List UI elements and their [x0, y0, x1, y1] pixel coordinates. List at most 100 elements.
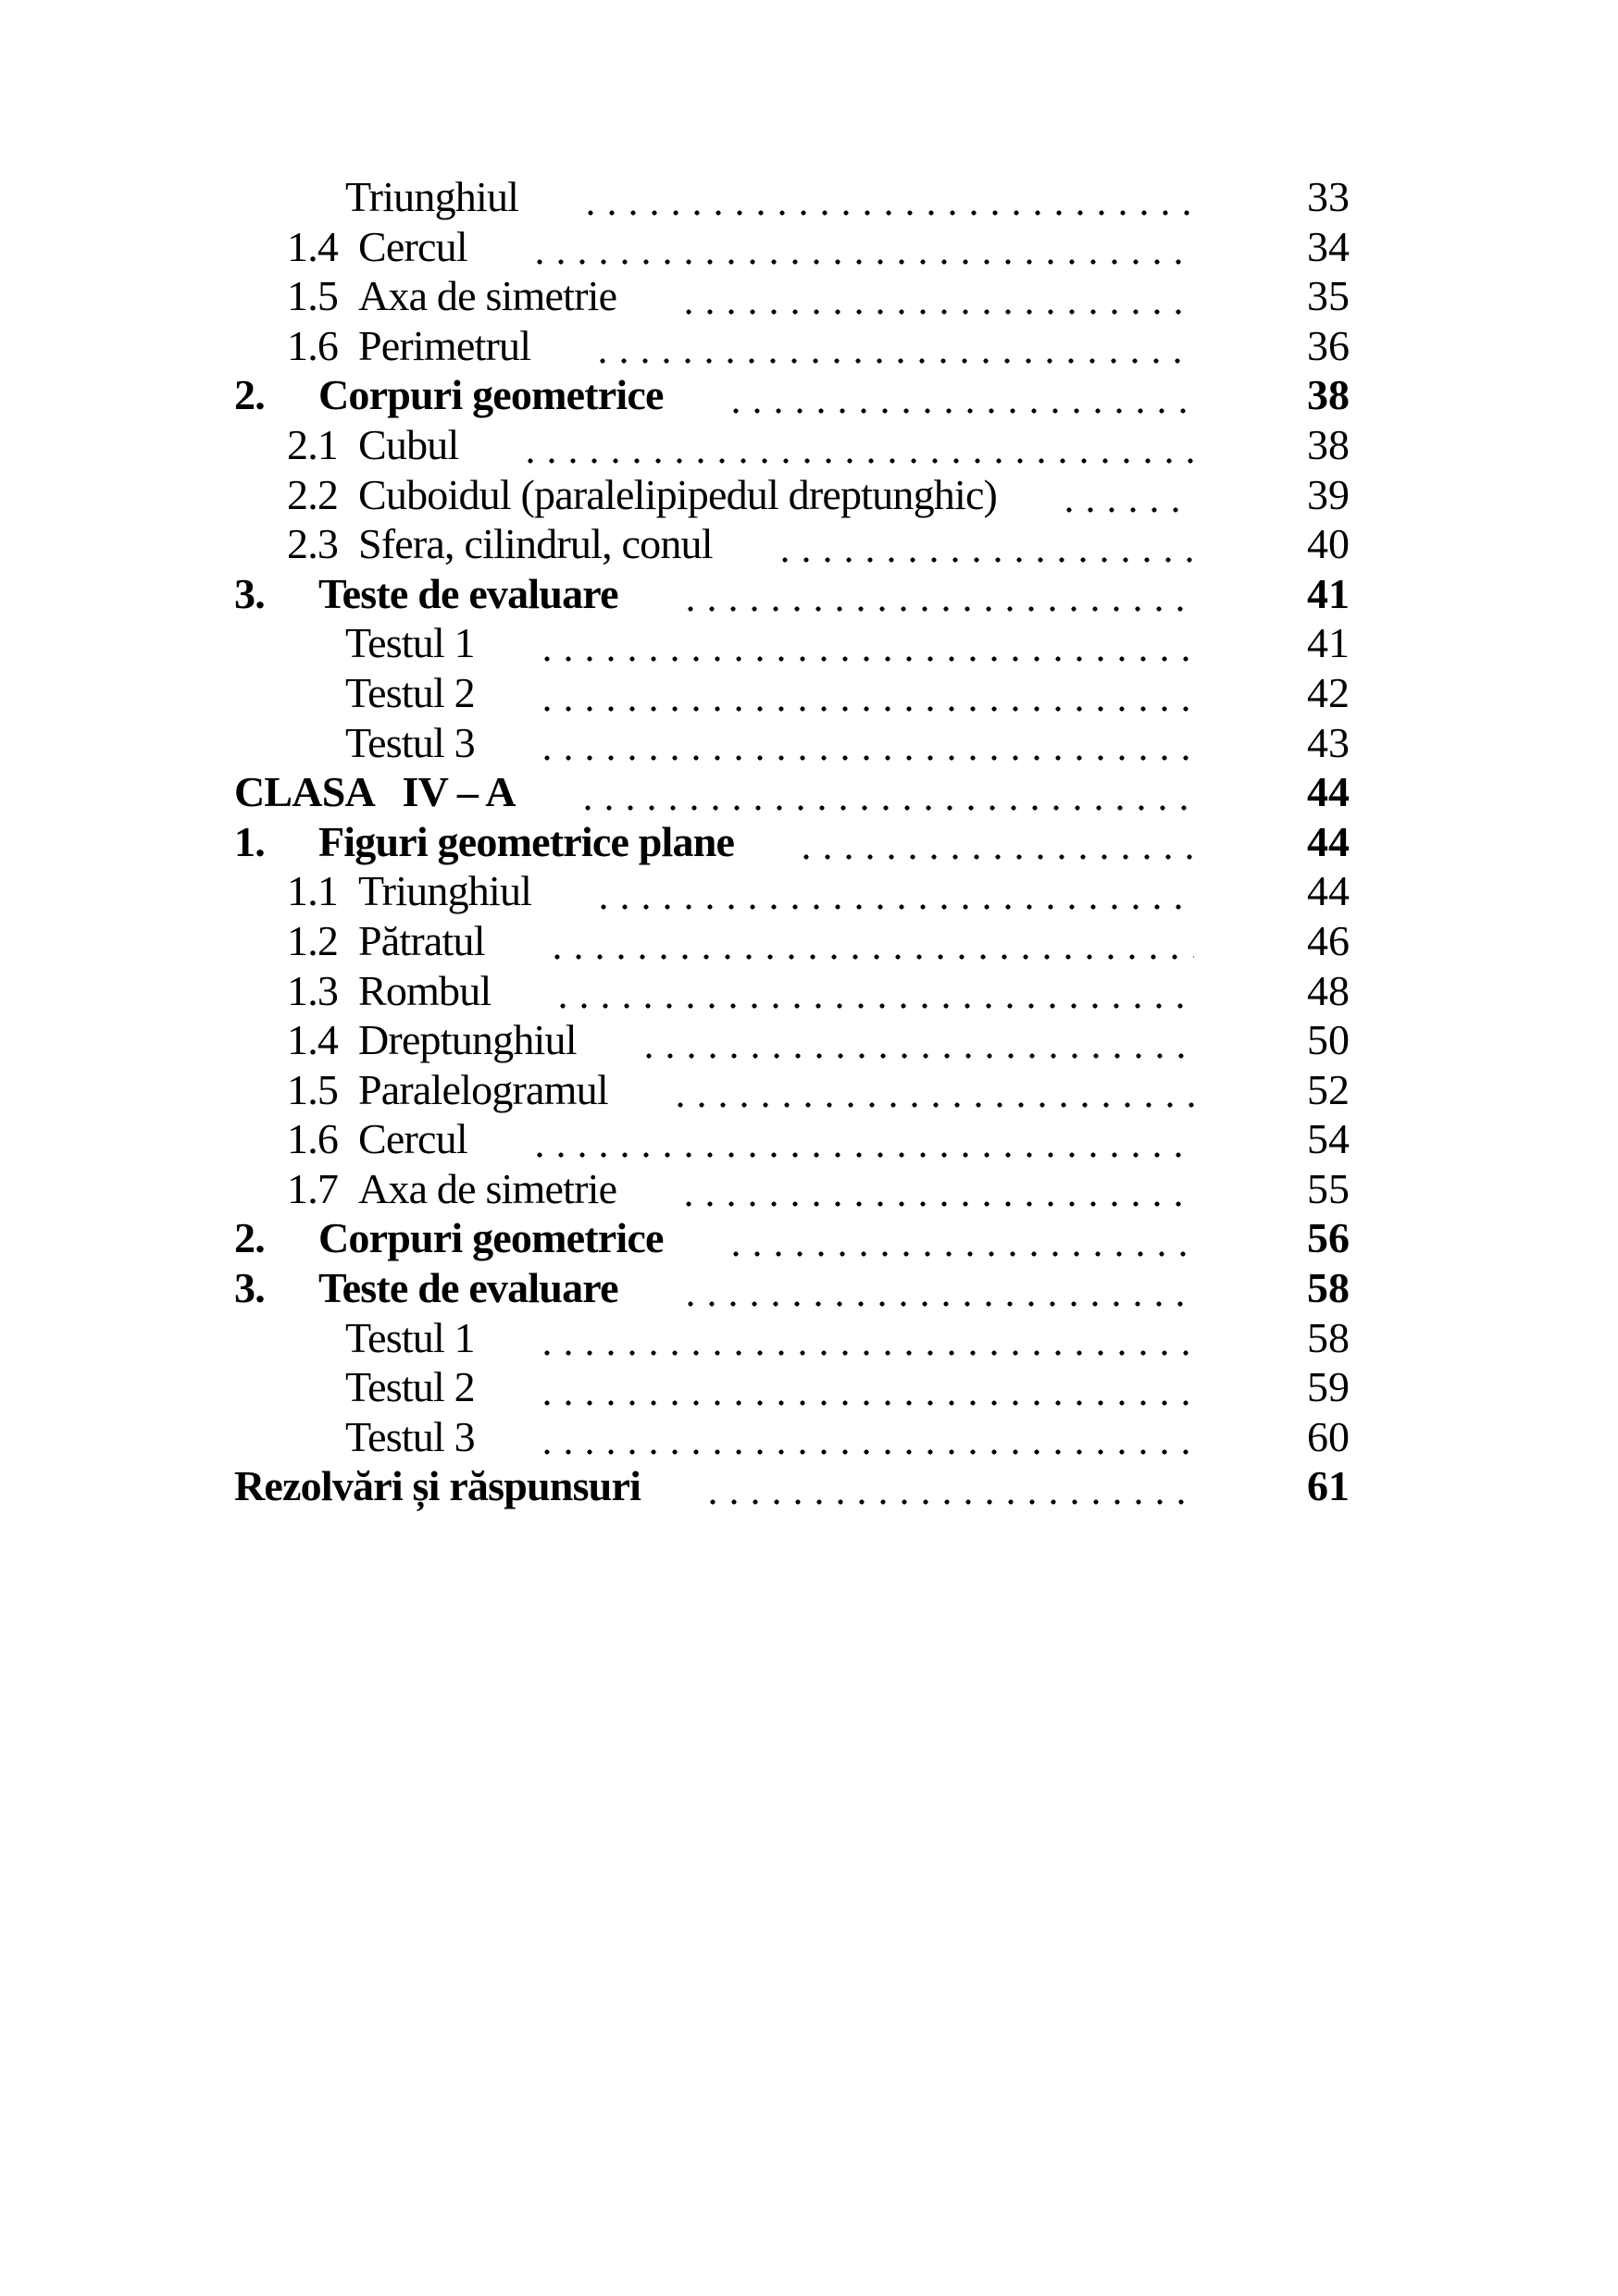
dot-leader [686, 271, 1194, 321]
toc-entry-number: 1.7 [287, 1164, 339, 1212]
dot-leader [584, 767, 1194, 817]
toc-row: 1.3 Rombul 48 [0, 965, 1618, 1016]
toc-entry-number: 1.3 [287, 966, 339, 1014]
toc-row: Testul 1 41 [0, 618, 1618, 668]
toc-entry-number: 2. [234, 371, 266, 419]
dot-leader [543, 1411, 1194, 1462]
dot-leader [803, 816, 1194, 867]
toc-entry-number: 1.2 [287, 916, 339, 964]
toc-entry-page: 44 [1307, 768, 1350, 816]
toc-entry-title: Figuri geometrice plane [318, 817, 735, 865]
toc-entry-number: 2.3 [287, 520, 339, 568]
toc-row: 1. Figuri geometrice plane 44 [0, 816, 1618, 867]
dot-leader [687, 568, 1194, 619]
dot-leader [543, 1312, 1194, 1363]
toc-entry-page: 36 [1307, 321, 1350, 369]
dot-leader [781, 519, 1194, 569]
toc-row: 1.7 Axa de simetrie 55 [0, 1163, 1618, 1214]
toc-entry-number: 1.4 [287, 1016, 339, 1064]
toc-entry-page: 44 [1307, 817, 1350, 865]
dot-leader [600, 320, 1194, 371]
toc-entry-page: 59 [1307, 1363, 1350, 1411]
dot-leader [543, 667, 1194, 718]
toc-entry-title: Sfera, cilindrul, conul [358, 520, 714, 568]
toc-entry-number: 1.6 [287, 321, 339, 369]
toc-row: 1.6 Perimetrul 36 [0, 320, 1618, 371]
toc-row: 2.2 Cuboidul (paralelipipedul dreptunghi… [0, 469, 1618, 520]
toc-entry-title: Cercul [358, 1115, 468, 1163]
toc-entry-number: 2.2 [287, 470, 339, 518]
toc-entry-page: 43 [1307, 718, 1350, 766]
dot-leader [645, 1015, 1194, 1065]
toc-row: Testul 2 59 [0, 1362, 1618, 1412]
dot-leader [732, 1213, 1194, 1264]
toc-entry-page: 46 [1307, 916, 1350, 964]
dot-leader [686, 1163, 1194, 1214]
toc-entry-page: 50 [1307, 1016, 1350, 1064]
toc-entry-title: Triunghiul [358, 867, 532, 915]
toc-entry-number: 1. [234, 817, 266, 865]
toc-entry-title: CLASA IV – A [234, 768, 516, 816]
dot-leader [677, 1064, 1194, 1115]
toc-entry-title: Teste de evaluare [318, 1264, 619, 1312]
dot-leader [543, 618, 1194, 668]
toc-entry-title: Cubul [358, 420, 459, 468]
toc-entry-title: Testul 2 [345, 1363, 476, 1411]
toc-entry-page: 34 [1307, 222, 1350, 270]
toc-entry-title: Cuboidul (paralelipipedul dreptunghic) [358, 470, 998, 518]
toc-entry-page: 38 [1307, 371, 1350, 419]
toc-entry-title: Teste de evaluare [318, 569, 619, 617]
toc-entry-title: Testul 2 [345, 668, 476, 716]
dot-leader [536, 221, 1194, 272]
toc-row: Rezolvări și răspunsuri 61 [0, 1461, 1618, 1512]
toc-entry-page: 42 [1307, 668, 1350, 716]
toc-entry-number: 2.1 [287, 420, 339, 468]
toc-entry-number: 1.6 [287, 1115, 339, 1163]
toc-entry-title: Dreptunghiul [358, 1016, 578, 1064]
toc-row: Triunghiul 33 [0, 172, 1618, 222]
toc-row: 2.3 Sfera, cilindrul, conul 40 [0, 519, 1618, 569]
dot-leader [732, 370, 1194, 420]
toc-entry-number: 1.1 [287, 867, 339, 915]
toc-row: Testul 3 60 [0, 1411, 1618, 1462]
toc-row: 1.1 Triunghiul 44 [0, 866, 1618, 916]
toc-entry-number: 1.5 [287, 1065, 339, 1113]
dot-leader [543, 1362, 1194, 1412]
toc-row: Testul 1 58 [0, 1312, 1618, 1363]
toc-entry-page: 40 [1307, 520, 1350, 568]
toc-entry-title: Paralelogramul [358, 1065, 609, 1113]
toc-row: 3. Teste de evaluare 58 [0, 1263, 1618, 1313]
toc-entry-title: Cercul [358, 222, 468, 270]
toc-row: 1.2 Pătratul 46 [0, 915, 1618, 966]
toc-row: 1.4 Cercul 34 [0, 221, 1618, 272]
toc-entry-page: 38 [1307, 420, 1350, 468]
toc-row: 1.5 Paralelogramul 52 [0, 1064, 1618, 1115]
toc-entry-title: Rombul [358, 966, 492, 1014]
dot-leader [710, 1461, 1194, 1512]
toc-entry-page: 33 [1307, 173, 1350, 220]
dot-leader [528, 419, 1194, 470]
toc-entry-title: Corpuri geometrice [318, 371, 664, 419]
toc-entry-title: Testul 1 [345, 619, 476, 667]
toc-entry-number: 3. [234, 569, 266, 617]
dot-leader [601, 866, 1194, 916]
toc-row: 1.4 Dreptunghiul 50 [0, 1015, 1618, 1065]
toc-entry-page: 58 [1307, 1264, 1350, 1312]
toc-entry-page: 55 [1307, 1164, 1350, 1212]
toc-row: Testul 2 42 [0, 667, 1618, 718]
toc-entry-number: 2. [234, 1214, 266, 1262]
toc-entry-page: 48 [1307, 966, 1350, 1014]
toc-row: 2. Corpuri geometrice 38 [0, 370, 1618, 420]
dot-leader [554, 915, 1194, 966]
toc-entry-page: 39 [1307, 470, 1350, 518]
toc-entry-page: 61 [1307, 1462, 1350, 1510]
toc-entry-number: 1.5 [287, 272, 339, 320]
dot-leader [1066, 469, 1194, 520]
dot-leader [560, 965, 1194, 1016]
toc-entry-page: 35 [1307, 272, 1350, 320]
dot-leader [536, 1114, 1194, 1164]
toc-entry-title: Testul 3 [345, 718, 476, 766]
toc-entry-page: 58 [1307, 1313, 1350, 1361]
toc-entry-title: Rezolvări și răspunsuri [234, 1462, 641, 1510]
